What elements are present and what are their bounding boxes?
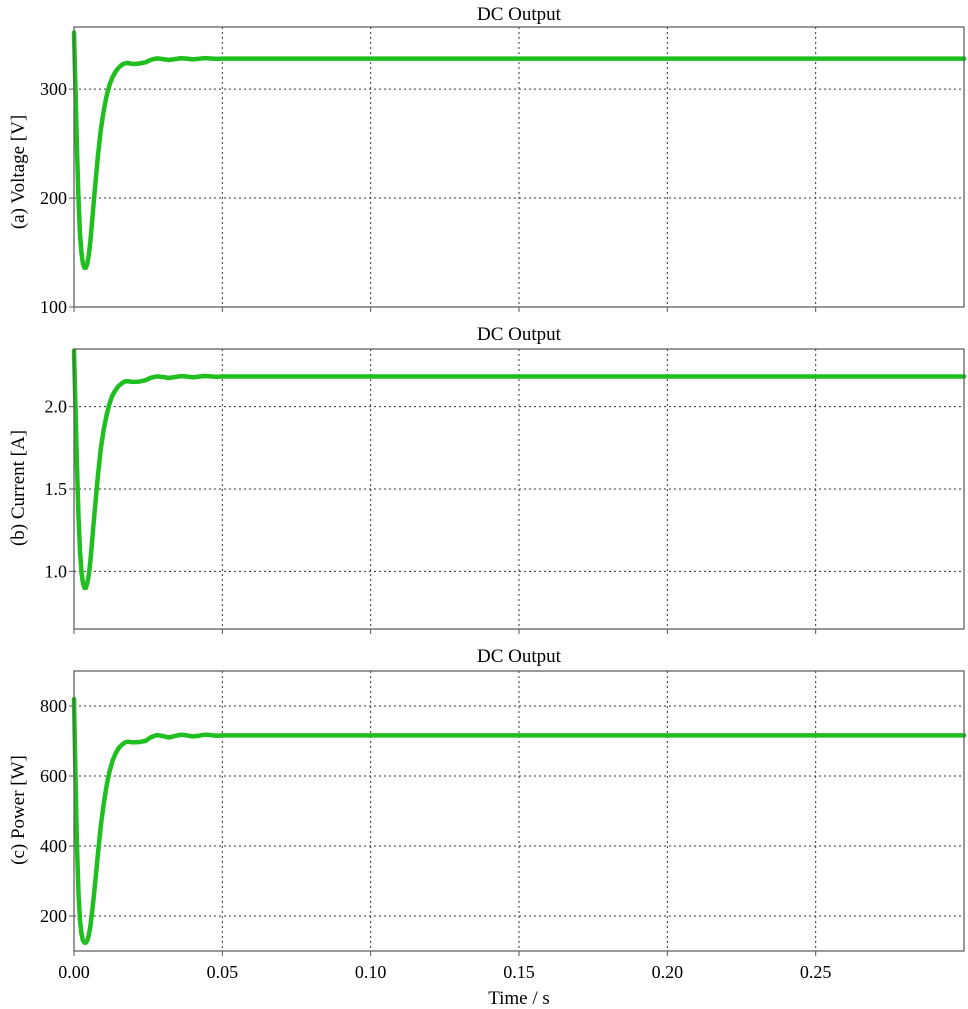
power-plot-frame [73,670,965,952]
x-tick-label: 0.05 [207,962,239,982]
panel-voltage: DC Output (a) Voltage [V] 100 200 300 [8,4,967,317]
current-chart-title: DC Output [477,324,562,345]
x-tick-label: 0.10 [355,962,387,982]
x-tick-label: 0.25 [800,962,832,982]
power-ytick-label: 400 [40,836,67,856]
power-ytick-label: 200 [40,906,67,926]
panel-power: DC Output (c) Power [W] 200 400 600 800 [8,646,967,956]
current-ytick-label: 1.5 [45,479,68,499]
current-ytick-label: 1.0 [45,561,68,581]
voltage-plot-frame [73,26,965,308]
voltage-ytick-label: 300 [40,79,67,99]
power-plot-area: 200 400 600 800 [40,671,967,956]
current-ytick-label: 2.0 [45,397,68,417]
voltage-series-line [71,30,967,271]
power-y-axis-label: (c) Power [W] [8,755,29,865]
voltage-y-axis-label: (a) Voltage [V] [8,115,29,229]
voltage-chart-title: DC Output [477,4,562,25]
voltage-ytick-label: 100 [40,297,67,317]
x-axis-ticks: 0.00 0.05 0.10 0.15 0.20 0.25 [58,962,831,982]
current-plot-frame [73,348,965,630]
x-tick-label: 0.20 [652,962,684,982]
power-chart-title: DC Output [477,646,562,667]
x-tick-label: 0.15 [503,962,535,982]
power-series-line [71,696,967,945]
power-ytick-label: 800 [40,696,67,716]
panel-current: DC Output (b) Current [A] 1.0 1.5 2.0 [8,324,967,634]
x-axis-label: Time / s [488,988,550,1009]
voltage-plot-area: 100 200 300 [40,27,967,317]
voltage-ytick-label: 200 [40,188,67,208]
current-y-axis-label: (b) Current [A] [8,430,29,546]
power-ytick-label: 600 [40,766,67,786]
current-series-line [71,348,967,591]
current-plot-area: 1.0 1.5 2.0 [45,348,967,634]
x-tick-label: 0.00 [58,962,90,982]
